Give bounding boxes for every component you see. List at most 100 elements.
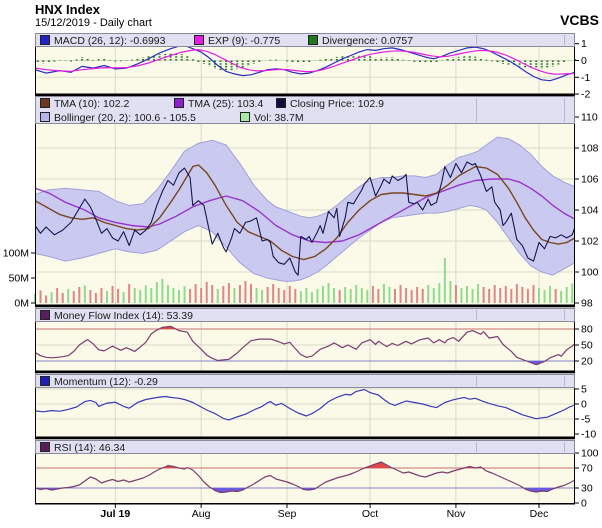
- volume-bar: [349, 289, 352, 303]
- macd-legend: MACD (26, 12): -0.6993 EXP (9): -0.775 Div…: [35, 33, 575, 47]
- volume-bar: [515, 284, 518, 303]
- price-panel: 100M 50M 0M 110 108 106 104 102 100 98: [3, 96, 599, 310]
- volume-bar: [222, 286, 225, 303]
- volume-bar: [67, 289, 70, 303]
- y-axis-label: 104: [581, 205, 599, 217]
- volume-bar: [56, 288, 59, 303]
- tma25-line: [35, 178, 575, 244]
- volume-bar: [466, 286, 468, 303]
- volume-bar: [521, 287, 524, 303]
- legend-divider: [476, 98, 477, 122]
- y-axis-label: 110: [581, 112, 598, 124]
- volume-bar: [421, 289, 424, 303]
- mfi-line: [35, 325, 575, 366]
- legend-label: TMA (25): 103.4: [188, 98, 264, 110]
- legend-swatch-icon: [194, 35, 204, 45]
- exp-line: [35, 48, 575, 75]
- volume-bar: [338, 290, 341, 303]
- y-axis-label: 5: [581, 384, 587, 396]
- legend-swatch-icon: [174, 98, 184, 108]
- legend-swatch-icon: [308, 35, 318, 45]
- volume-bar: [394, 289, 396, 303]
- volume-bar: [122, 292, 125, 303]
- volume-bar: [150, 288, 153, 303]
- y-axis-label: 0: [581, 498, 587, 510]
- y-axis-label: 50: [581, 340, 593, 352]
- volume-bar: [283, 290, 286, 303]
- y-axis-label: 102: [581, 236, 599, 248]
- y-axis-label: 0: [581, 55, 587, 67]
- divergence-bars: [36, 53, 576, 72]
- volume-bar: [183, 286, 186, 303]
- volume-bar: [89, 290, 92, 303]
- volume-bar: [294, 289, 297, 303]
- legend-label: Bollinger (20, 2): 100.6 - 105.5: [54, 111, 196, 124]
- y-axis-label: 20: [581, 355, 593, 367]
- volume-bar: [560, 291, 563, 303]
- volume-bar: [333, 288, 336, 303]
- legend-swatch-icon: [40, 35, 50, 45]
- legend-label: Momentum (12): -0.29: [54, 376, 158, 388]
- mfi-below-fill: [526, 360, 546, 365]
- legend-item: TMA (25): 103.4: [174, 98, 263, 110]
- legend-item: Bollinger (20, 2): 100.6 - 105.5: [40, 111, 196, 124]
- volume-bar: [272, 284, 275, 303]
- volume-bar: [100, 288, 103, 303]
- volume-bar: [216, 289, 219, 303]
- volume-bar: [78, 287, 81, 303]
- volume-bar: [310, 292, 313, 303]
- volume-bar: [117, 289, 120, 303]
- legend-item: EXP (9): -0.775: [194, 35, 280, 47]
- volume-bar: [327, 283, 330, 303]
- volume-bar: [510, 289, 513, 303]
- volume-bar: [388, 287, 391, 303]
- x-axis-label: Oct: [362, 508, 378, 520]
- volume-bars: [34, 258, 574, 303]
- volume-bar: [322, 286, 324, 303]
- volume-bar: [61, 293, 64, 303]
- volume-bar: [366, 290, 369, 303]
- volume-bar: [382, 284, 385, 303]
- legend-divider: [476, 442, 477, 452]
- y-axis-label: 106: [581, 174, 599, 186]
- volume-bar: [443, 258, 446, 303]
- x-axis: Jul 19 Aug Sep Oct Nov Dec: [100, 503, 548, 520]
- volume-bar: [139, 290, 142, 303]
- y-axis-label: 100: [581, 267, 599, 279]
- volume-bar: [128, 284, 131, 303]
- volume-bar: [227, 283, 230, 303]
- bollinger-upper-line: [34, 136, 576, 219]
- volume-bar: [233, 288, 236, 303]
- volume-bar: [549, 286, 552, 303]
- volume-bar: [205, 282, 208, 303]
- volume-bar: [316, 289, 319, 303]
- volume-bar: [211, 285, 214, 303]
- volume-bar: [305, 288, 308, 303]
- volume-axis-label: 100M: [3, 248, 29, 260]
- y-axis-label: 100: [581, 448, 599, 460]
- y-axis-label: 80: [581, 324, 593, 336]
- volume-bar: [111, 286, 114, 303]
- volume-bar: [45, 295, 48, 303]
- legend-label: Divergence: 0.0757: [322, 35, 414, 47]
- volume-bar: [155, 282, 158, 303]
- legend-divider: [564, 35, 565, 45]
- legend-item: RSI (14): 46.34: [40, 442, 125, 454]
- volume-bar: [454, 285, 457, 303]
- tma10-line: [35, 164, 575, 261]
- legend-divider: [564, 310, 565, 320]
- x-axis-label: Nov: [447, 508, 466, 520]
- volume-bar: [161, 279, 164, 303]
- legend-label: Closing Price: 102.9: [290, 98, 384, 110]
- volume-bar: [460, 288, 463, 303]
- volume-bar: [94, 293, 97, 303]
- panel-separator: [35, 436, 575, 440]
- y-axis-label: -2: [581, 89, 590, 101]
- volume-bar: [488, 289, 491, 303]
- volume-bar: [371, 286, 374, 303]
- volume-bar: [144, 285, 147, 303]
- panel-separator: [35, 93, 575, 97]
- legend-label: Money Flow Index (14): 53.39: [54, 310, 193, 322]
- volume-axis-label: 0M: [14, 298, 29, 310]
- momentum-legend: Momentum (12): -0.29: [35, 374, 575, 388]
